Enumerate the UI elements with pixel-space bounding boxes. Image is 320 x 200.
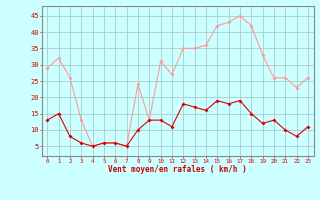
- X-axis label: Vent moyen/en rafales ( km/h ): Vent moyen/en rafales ( km/h ): [108, 165, 247, 174]
